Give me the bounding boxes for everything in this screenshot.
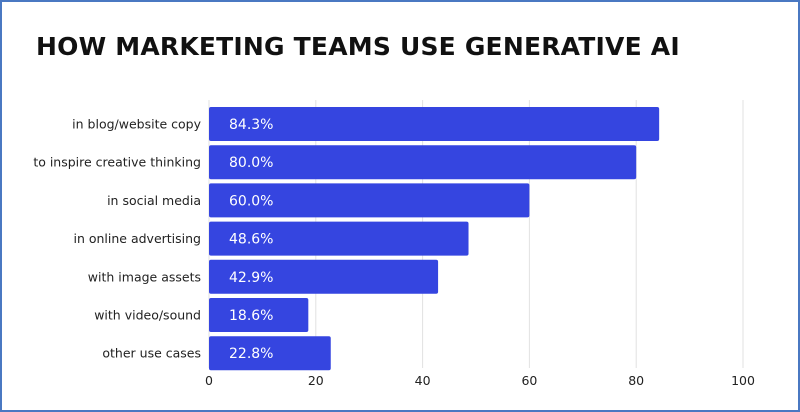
- value-label: 48.6%: [229, 232, 273, 248]
- bar: to inspire creative thinking: 80.0%: [209, 145, 637, 180]
- bar: in blog/website copy: 84.3%: [209, 107, 660, 141]
- value-label: 18.6%: [229, 308, 273, 324]
- bar: in online advertising: 48.6%: [209, 221, 469, 256]
- x-tick-label: 60: [521, 373, 537, 388]
- category-label: with image assets: [88, 269, 201, 284]
- value-label: 84.3%: [229, 117, 273, 133]
- category-label: in social media: [107, 193, 201, 208]
- x-tick-label: 100: [731, 373, 755, 388]
- category-label: in online advertising: [73, 231, 201, 246]
- category-label: in blog/website copy: [72, 117, 201, 132]
- bar: with video/sound: 18.6%: [209, 298, 309, 332]
- label-layer: in blog/website copy 84.3% to inspire crea…: [33, 117, 273, 363]
- bar-layer: in blog/website copy: 84.3% to inspire cr…: [209, 107, 660, 371]
- category-label: to inspire creative thinking: [33, 155, 201, 170]
- value-label: 22.8%: [229, 346, 273, 362]
- value-label: 42.9%: [229, 270, 273, 286]
- x-tick-label: 20: [308, 373, 324, 388]
- category-label: with video/sound: [94, 308, 201, 323]
- tick-layer: 0 20 40 60 80 100: [205, 373, 755, 388]
- x-tick-label: 0: [205, 373, 213, 388]
- chart-title: HOW MARKETING TEAMS USE GENERATIVE AI: [36, 32, 680, 61]
- bar: other use cases: 22.8%: [209, 336, 331, 371]
- bar: with image assets: 42.9%: [209, 259, 439, 294]
- x-tick-label: 80: [628, 373, 644, 388]
- value-label: 60.0%: [229, 193, 273, 209]
- category-label: other use cases: [102, 346, 201, 361]
- value-label: 80.0%: [229, 155, 273, 171]
- bar: in social media: 60.0%: [209, 183, 530, 218]
- x-tick-label: 40: [415, 373, 431, 388]
